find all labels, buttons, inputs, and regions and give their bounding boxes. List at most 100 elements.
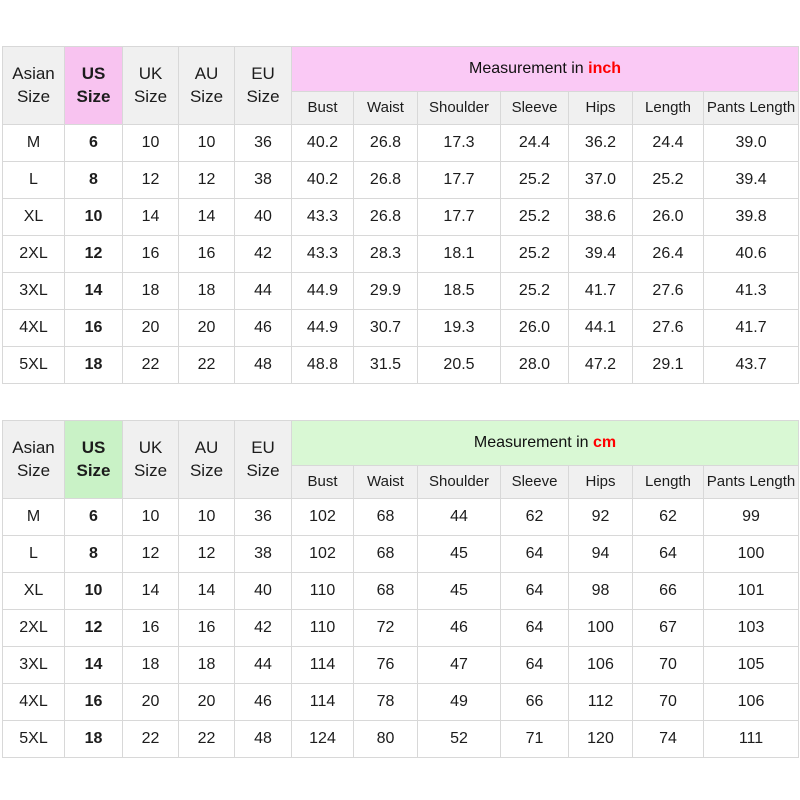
value-cell: 36 (234, 498, 292, 536)
value-cell: 43.7 (702, 346, 800, 384)
value-cell: 17.7 (417, 198, 501, 236)
value-cell: 80 (353, 720, 418, 758)
value-cell: 38 (234, 535, 292, 573)
measurement-unit-cm: cm (593, 433, 617, 451)
value-cell: 76 (353, 646, 418, 684)
table-row: 5XL 18 22 22 48 124 80 52 71 120 74 111 (2, 720, 800, 758)
header-au-size: AU Size (178, 420, 235, 499)
table-header-cm: Asian Size US Size UK Size AU Size EU Si… (2, 420, 800, 500)
value-cell: 8 (64, 161, 123, 199)
header-us-size: US Size (64, 420, 123, 499)
table-row: 3XL 14 18 18 44 44.9 29.9 18.5 25.2 41.7 27.6 41.3 (2, 272, 800, 310)
header-eu-size: EU Size (234, 420, 292, 499)
value-cell: 12 (122, 161, 179, 199)
value-cell: 26.8 (353, 198, 418, 236)
value-cell: 48 (234, 346, 292, 384)
value-cell: 101 (702, 572, 800, 610)
table-row: 4XL 16 20 20 46 44.9 30.7 19.3 26.0 44.1 27.6 41.7 (2, 309, 800, 347)
value-cell: 64 (632, 535, 704, 573)
value-cell: 106 (702, 683, 800, 721)
value-cell: 68 (353, 498, 418, 536)
header-sleeve: Sleeve (500, 464, 569, 500)
size-cell: M (2, 124, 65, 162)
value-cell: 43.3 (291, 198, 354, 236)
value-cell: 29.1 (632, 346, 704, 384)
table-row: 5XL 18 22 22 48 48.8 31.5 20.5 28.0 47.2 29.1 43.7 (2, 346, 800, 384)
value-cell: 64 (500, 535, 569, 573)
header-length: Length (632, 90, 704, 126)
value-cell: 26.8 (353, 124, 418, 162)
value-cell: 18.5 (417, 272, 501, 310)
value-cell: 12 (122, 535, 179, 573)
size-cell: 4XL (2, 309, 65, 347)
value-cell: 16 (178, 609, 235, 647)
value-cell: 29.9 (353, 272, 418, 310)
value-cell: 10 (178, 124, 235, 162)
value-cell: 12 (178, 161, 235, 199)
measurement-band-inch: Measurement in inch (290, 46, 800, 92)
value-cell: 18 (122, 646, 179, 684)
table-row: XL 10 14 14 40 43.3 26.8 17.7 25.2 38.6 26.0 39.8 (2, 198, 800, 236)
value-cell: 12 (178, 535, 235, 573)
value-cell: 124 (291, 720, 354, 758)
header-row-measures: Bust Waist Shoulder Sleeve Hips Length P… (3, 90, 800, 126)
value-cell: 62 (632, 498, 704, 536)
value-cell: 22 (178, 720, 235, 758)
value-cell: 72 (353, 609, 418, 647)
value-cell: 47 (417, 646, 501, 684)
header-us-size: US Size (64, 46, 123, 125)
size-cell: 2XL (2, 609, 65, 647)
value-cell: 36.2 (568, 124, 633, 162)
header-asian-size: Asian Size (2, 46, 65, 125)
value-cell: 26.0 (632, 198, 704, 236)
value-cell: 41.7 (702, 309, 800, 347)
value-cell: 27.6 (632, 272, 704, 310)
size-cell: 5XL (2, 720, 65, 758)
value-cell: 92 (568, 498, 633, 536)
header-pants-length: Pants Length (702, 90, 800, 126)
value-cell: 24.4 (632, 124, 704, 162)
value-cell: 28.3 (353, 235, 418, 273)
header-hips: Hips (568, 464, 633, 500)
table-row: XL 10 14 14 40 110 68 45 64 98 66 101 (2, 572, 800, 610)
size-rows-inch: M 6 10 10 36 40.2 26.8 17.3 24.4 36.2 24.4 39.0 L 8 12… (2, 124, 800, 384)
size-cell: XL (2, 198, 65, 236)
value-cell: 98 (568, 572, 633, 610)
value-cell: 38 (234, 161, 292, 199)
value-cell: 20 (178, 309, 235, 347)
value-cell: 120 (568, 720, 633, 758)
value-cell: 18.1 (417, 235, 501, 273)
value-cell: 110 (291, 609, 354, 647)
value-cell: 114 (291, 683, 354, 721)
header-row-measures: Bust Waist Shoulder Sleeve Hips Length P… (3, 464, 800, 500)
value-cell: 44 (417, 498, 501, 536)
value-cell: 20 (122, 683, 179, 721)
value-cell: 64 (500, 646, 569, 684)
value-cell: 47.2 (568, 346, 633, 384)
value-cell: 103 (702, 609, 800, 647)
value-cell: 25.2 (632, 161, 704, 199)
value-cell: 46 (234, 309, 292, 347)
table-row: L 8 12 12 38 102 68 45 64 94 64 100 (2, 535, 800, 573)
value-cell: 14 (64, 272, 123, 310)
value-cell: 26.4 (632, 235, 704, 273)
value-cell: 36 (234, 124, 292, 162)
header-shoulder: Shoulder (417, 90, 501, 126)
value-cell: 62 (500, 498, 569, 536)
value-cell: 71 (500, 720, 569, 758)
value-cell: 45 (417, 535, 501, 573)
value-cell: 18 (178, 272, 235, 310)
value-cell: 48.8 (291, 346, 354, 384)
value-cell: 18 (64, 720, 123, 758)
value-cell: 100 (568, 609, 633, 647)
value-cell: 16 (64, 683, 123, 721)
size-cell: L (2, 535, 65, 573)
value-cell: 25.2 (500, 161, 569, 199)
value-cell: 17.3 (417, 124, 501, 162)
value-cell: 42 (234, 609, 292, 647)
value-cell: 16 (64, 309, 123, 347)
value-cell: 74 (632, 720, 704, 758)
value-cell: 20 (178, 683, 235, 721)
value-cell: 40 (234, 198, 292, 236)
value-cell: 94 (568, 535, 633, 573)
